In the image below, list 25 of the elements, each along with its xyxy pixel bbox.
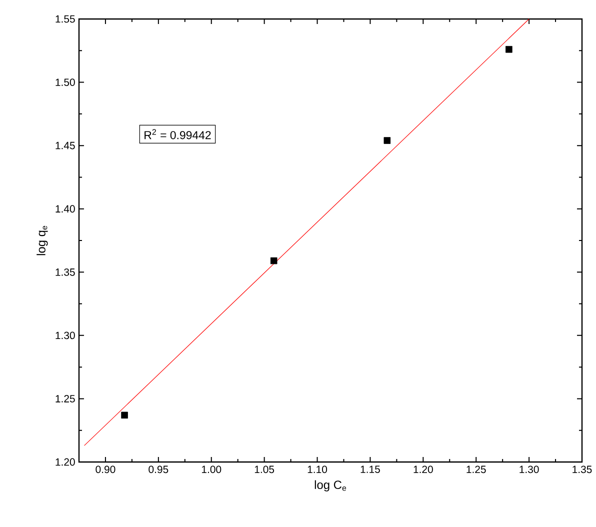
y-axis-title: log q$_{e}$ bbox=[36, 226, 48, 256]
x-tick-label: 1.25 bbox=[466, 466, 486, 474]
annotation: R$^{2}$ = 0.99442 bbox=[144, 129, 211, 140]
x-tick-label: 0.95 bbox=[148, 466, 168, 474]
y-tick-label: 1.35 bbox=[56, 268, 75, 276]
point bbox=[506, 46, 512, 53]
x-axis-title: log C$_{e}$ bbox=[314, 480, 346, 492]
x-tick-label: 0.90 bbox=[96, 466, 116, 474]
point bbox=[384, 137, 391, 144]
y-tick-label: 1.50 bbox=[56, 78, 75, 86]
point bbox=[270, 257, 278, 264]
x-tick-label: 1.35 bbox=[572, 466, 592, 474]
x-tick-label: 1.15 bbox=[360, 466, 380, 473]
x-tick-label: 1.00 bbox=[202, 466, 222, 474]
x-tick-label: 1.20 bbox=[414, 466, 433, 474]
point bbox=[121, 412, 128, 419]
y-tick-label: 1.55 bbox=[56, 15, 75, 23]
y-tick-label: 1.40 bbox=[56, 205, 75, 213]
y-tick-label: 1.20 bbox=[56, 458, 75, 466]
x-tick-label: 1.05 bbox=[254, 466, 274, 474]
y-tick-label: 1.25 bbox=[56, 395, 75, 402]
x-tick-label: 1.30 bbox=[520, 466, 539, 474]
y-tick-label: 1.45 bbox=[56, 142, 75, 150]
x-tick-label: 1.10 bbox=[308, 466, 328, 474]
y-tick-label: 1.30 bbox=[56, 332, 75, 340]
